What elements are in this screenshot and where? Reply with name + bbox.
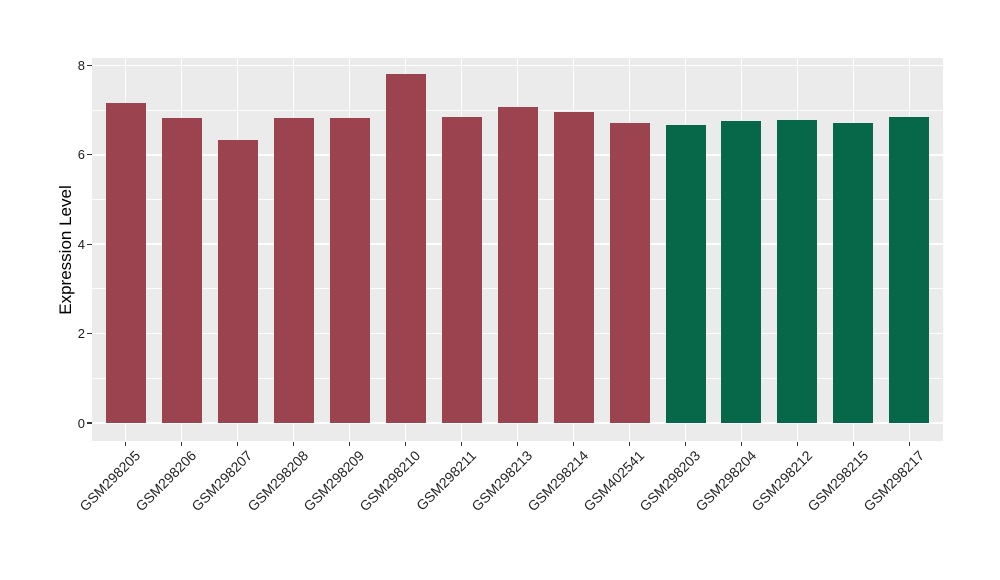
x-tick-GSM298204 [740, 441, 743, 446]
x-tick-GSM298205 [125, 441, 127, 446]
x-tick-GSM298203 [684, 441, 687, 446]
x-tick-label-GSM298204: GSM298204 [692, 447, 760, 515]
x-tick-GSM298209 [348, 441, 351, 446]
x-tick-label-GSM298209: GSM298209 [300, 447, 368, 515]
x-tick-label-GSM298206: GSM298206 [132, 447, 200, 515]
y-tick-4 [87, 243, 92, 245]
x-tick-label-GSM298213: GSM298213 [468, 447, 536, 515]
bar-GSM298213 [497, 106, 538, 423]
x-tick-label-GSM298205: GSM298205 [76, 447, 144, 515]
x-tick-label-GSM298212: GSM298212 [748, 447, 816, 515]
x-tick-label-GSM298210: GSM298210 [356, 447, 424, 515]
x-tick-label-GSM298203: GSM298203 [636, 447, 704, 515]
bar-GSM298217 [889, 116, 930, 423]
bar-GSM298207 [217, 140, 258, 423]
x-tick-label-GSM298214: GSM298214 [524, 447, 592, 515]
x-tick-GSM298207 [236, 441, 239, 446]
y-tick-2 [87, 333, 92, 335]
x-tick-GSM298206 [180, 441, 183, 446]
bar-GSM402541 [609, 123, 650, 423]
x-tick-GSM298213 [516, 441, 519, 446]
x-tick-label-GSM298207: GSM298207 [188, 447, 256, 515]
y-tick-6 [87, 154, 92, 156]
x-tick-label-GSM402541: GSM402541 [580, 447, 648, 515]
x-tick-GSM298212 [796, 441, 799, 446]
y-tick-label-4: 4 [77, 236, 85, 252]
y-tick-label-6: 6 [77, 147, 85, 163]
x-tick-GSM298215 [852, 441, 855, 446]
bar-GSM298210 [385, 74, 426, 423]
bar-GSM298206 [161, 117, 202, 423]
gridline-major-y0 [92, 422, 943, 424]
x-tick-GSM298208 [292, 441, 295, 446]
x-tick-GSM298214 [572, 441, 575, 446]
bar-GSM298212 [777, 119, 818, 423]
gridline-major-y8 [92, 64, 943, 67]
bar-GSM298205 [105, 102, 146, 423]
bar-GSM298204 [721, 121, 762, 423]
x-tick-GSM298217 [908, 441, 911, 446]
x-tick-GSM298211 [460, 441, 463, 446]
y-tick-0 [87, 422, 92, 424]
y-tick-label-8: 8 [77, 57, 85, 73]
bar-GSM298215 [833, 122, 874, 423]
bar-GSM298211 [441, 116, 482, 423]
x-tick-label-GSM298208: GSM298208 [244, 447, 312, 515]
bar-GSM298209 [329, 117, 370, 423]
y-tick-label-2: 2 [77, 326, 85, 342]
bar-GSM298203 [665, 124, 706, 423]
bar-GSM298214 [553, 111, 594, 423]
y-tick-label-0: 0 [77, 415, 85, 431]
plot-panel [92, 58, 943, 441]
x-tick-label-GSM298217: GSM298217 [860, 447, 928, 515]
x-tick-label-GSM298215: GSM298215 [804, 447, 872, 515]
x-tick-GSM402541 [628, 441, 631, 446]
y-axis-title: Expression Level [56, 185, 75, 315]
x-tick-GSM298210 [404, 441, 407, 446]
y-tick-8 [87, 64, 92, 66]
bar-GSM298208 [273, 117, 314, 423]
x-tick-label-GSM298211: GSM298211 [412, 447, 480, 514]
